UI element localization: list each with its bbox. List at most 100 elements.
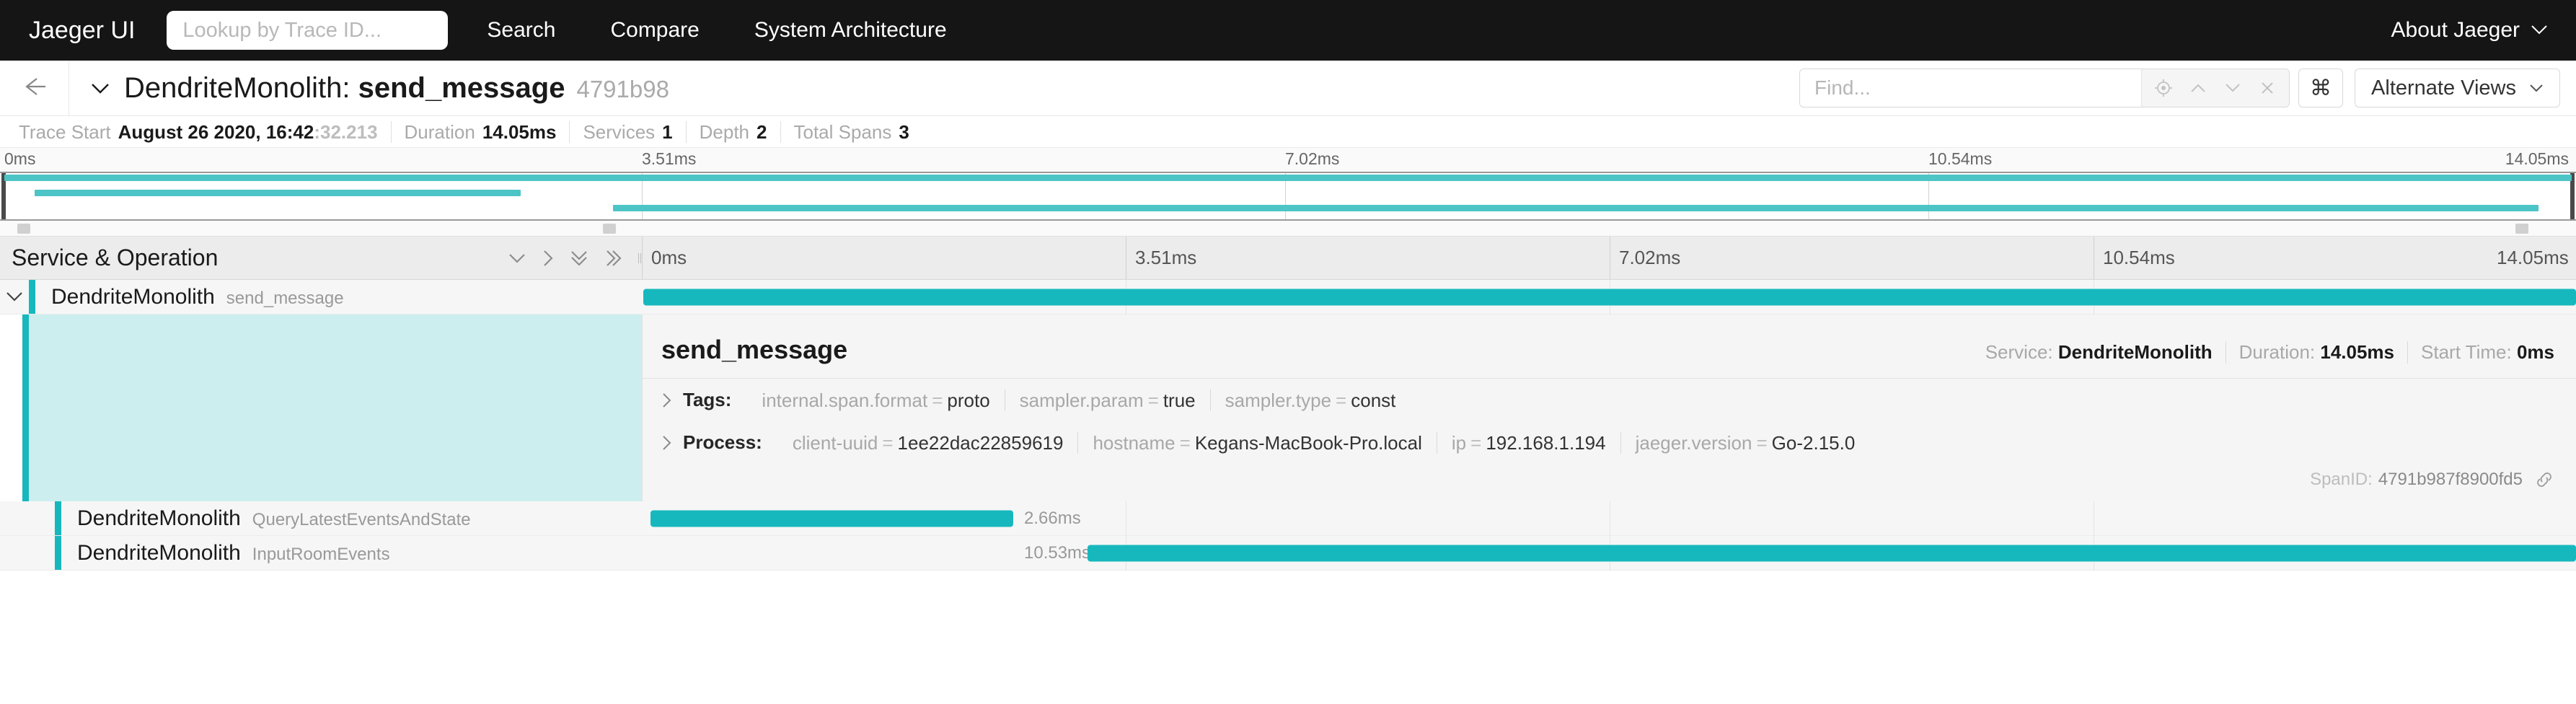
meta-value: 3 <box>899 120 909 143</box>
trace-metadata-bar: Trace Start August 26 2020, 16:42:32.213… <box>0 116 2576 148</box>
minimap-gridline <box>1928 173 1929 219</box>
minimap-span-bar <box>35 190 521 196</box>
span-service-name: DendriteMonolith <box>51 284 215 309</box>
span-row[interactable]: DendriteMonolith QueryLatestEventsAndSta… <box>0 501 2576 536</box>
span-operation-name: QueryLatestEventsAndState <box>252 509 471 529</box>
span-row-label[interactable]: DendriteMonolith send_message <box>0 280 642 314</box>
search-input[interactable] <box>1800 69 2142 107</box>
span-bar-area[interactable]: 2.66ms <box>642 501 2576 535</box>
span-name-group: DendriteMonolith send_message <box>35 285 344 309</box>
span-detail-panel: send_message Service: DendriteMonolith D… <box>0 314 2576 501</box>
meta-label: Total Spans <box>793 120 892 143</box>
process-item: hostname = Kegans-MacBook-Pro.local <box>1078 431 1437 454</box>
trace-header: DendriteMonolith: send_message 4791b98 <box>0 60 2576 116</box>
meta-trace-start: Trace Start August 26 2020, 16:42:32.213 <box>6 120 392 143</box>
span-duration-bar[interactable] <box>643 289 2576 305</box>
back-button[interactable] <box>0 60 69 116</box>
minimap[interactable]: 0ms 3.51ms 7.02ms 10.54ms 14.05ms <box>0 148 2576 237</box>
span-bar-area[interactable] <box>642 280 2576 314</box>
minimap-tick: 14.05ms <box>2505 149 2569 168</box>
span-id-value: 4791b987f8900fd5 <box>2378 470 2523 489</box>
span-duration-bar[interactable] <box>650 510 1013 527</box>
trace-operation-name: send_message <box>358 71 565 104</box>
span-duration-label: 2.66ms <box>1024 508 1081 528</box>
double-chevron-down-icon[interactable] <box>570 249 588 268</box>
span-row-label[interactable]: DendriteMonolith QueryLatestEventsAndSta… <box>0 501 642 535</box>
process-item: jaeger.version = Go-2.15.0 <box>1635 431 1856 454</box>
chevron-down-icon[interactable] <box>508 252 526 264</box>
summary-duration: Duration: 14.05ms <box>2226 341 2409 364</box>
tag-item: internal.span.format = proto <box>747 389 1005 411</box>
meta-value: 14.05ms <box>482 120 557 143</box>
meta-label: Trace Start <box>19 120 111 143</box>
chevron-down-icon <box>2529 84 2544 93</box>
span-tags-row[interactable]: Tags: internal.span.format = proto sampler… <box>643 379 2576 421</box>
trace-id-lookup-input[interactable] <box>167 11 449 50</box>
nav-link-compare[interactable]: Compare <box>610 18 700 42</box>
process-label: Process: <box>683 431 762 453</box>
minimap-resize-grip-mid[interactable] <box>603 224 616 234</box>
summary-label: Duration: <box>2238 341 2316 363</box>
chevron-down-icon[interactable] <box>2215 69 2250 107</box>
span-duration-bar[interactable] <box>1088 545 2576 561</box>
minimap-drag-handle-left[interactable] <box>1 173 6 219</box>
span-duration-label: 10.53ms <box>1024 542 1091 563</box>
span-color-indicator <box>29 280 35 314</box>
command-icon: ⌘ <box>2310 76 2332 100</box>
chevron-right-icon[interactable] <box>542 249 554 268</box>
trace-title-group: DendriteMonolith: send_message 4791b98 <box>91 72 669 105</box>
span-name-group: DendriteMonolith QueryLatestEventsAndSta… <box>61 506 471 531</box>
span-bar-area[interactable]: 10.53ms <box>642 536 2576 570</box>
top-navigation-bar: Jaeger UI Search Compare System Architec… <box>0 0 2576 61</box>
span-row-label[interactable]: DendriteMonolith InputRoomEvents <box>0 536 642 570</box>
minimap-drag-handle-right[interactable] <box>2570 173 2575 219</box>
chevron-right-icon[interactable] <box>661 435 671 451</box>
link-icon[interactable] <box>2534 470 2554 490</box>
span-operation-name: send_message <box>226 288 344 308</box>
nav-link-search[interactable]: Search <box>487 18 556 42</box>
tag-item: sampler.param = true <box>1005 389 1211 411</box>
find-box <box>1799 69 2290 107</box>
timeline-tick: 14.05ms <box>2497 247 2569 268</box>
summary-start-time: Start Time: 0ms <box>2408 341 2554 364</box>
close-icon[interactable] <box>2250 69 2285 107</box>
process-value: 192.168.1.194 <box>1486 431 1606 454</box>
span-process-row[interactable]: Process: client-uuid = 1ee22dac22859619 ho… <box>643 421 2576 464</box>
timeline-column-header: Service & Operation 0ms 3.51ms 7.02ms 10… <box>0 237 2576 280</box>
timeline-tick: 3.51ms <box>1126 237 1196 279</box>
minimap-tick-row: 0ms 3.51ms 7.02ms 10.54ms 14.05ms <box>0 148 2576 173</box>
trace-service-name: DendriteMonolith: <box>124 71 350 104</box>
app-brand[interactable]: Jaeger UI <box>29 16 136 44</box>
minimap-footer <box>0 221 2576 237</box>
service-operation-column-header: Service & Operation <box>0 237 642 279</box>
minimap-resize-grip-right[interactable] <box>2515 224 2528 234</box>
process-item: ip = 192.168.1.194 <box>1437 431 1621 454</box>
page-title: DendriteMonolith: send_message <box>124 72 565 105</box>
about-jaeger-menu[interactable]: About Jaeger <box>2391 18 2547 43</box>
span-row[interactable]: DendriteMonolith InputRoomEvents 10.53ms <box>0 536 2576 571</box>
minimap-tick: 7.02ms <box>1285 149 1340 168</box>
column-resize-handle[interactable] <box>638 237 642 279</box>
span-name-group: DendriteMonolith InputRoomEvents <box>61 541 390 566</box>
keyboard-shortcuts-button[interactable]: ⌘ <box>2298 69 2344 107</box>
minimap-body[interactable] <box>0 173 2576 221</box>
span-detail-operation: send_message <box>661 335 848 364</box>
span-operation-name: InputRoomEvents <box>252 544 390 564</box>
tag-item: sampler.type = const <box>1225 389 1396 411</box>
tag-value: proto <box>947 389 990 411</box>
double-chevron-right-icon[interactable] <box>604 249 623 268</box>
arrow-left-icon <box>21 76 48 101</box>
chevron-down-icon[interactable] <box>91 83 110 98</box>
span-color-indicator <box>55 536 61 570</box>
chevron-up-icon[interactable] <box>2181 69 2215 107</box>
minimap-span-bar <box>4 175 2572 181</box>
nav-link-system-architecture[interactable]: System Architecture <box>754 18 947 42</box>
find-tools <box>2141 69 2290 107</box>
span-row[interactable]: DendriteMonolith send_message <box>0 280 2576 314</box>
target-icon[interactable] <box>2146 69 2181 107</box>
alternate-views-button[interactable]: Alternate Views <box>2355 69 2560 107</box>
minimap-resize-grip-left[interactable] <box>17 224 30 234</box>
chevron-down-icon[interactable] <box>0 291 29 302</box>
summary-label: Service: <box>1985 341 2053 363</box>
chevron-right-icon[interactable] <box>661 392 671 408</box>
